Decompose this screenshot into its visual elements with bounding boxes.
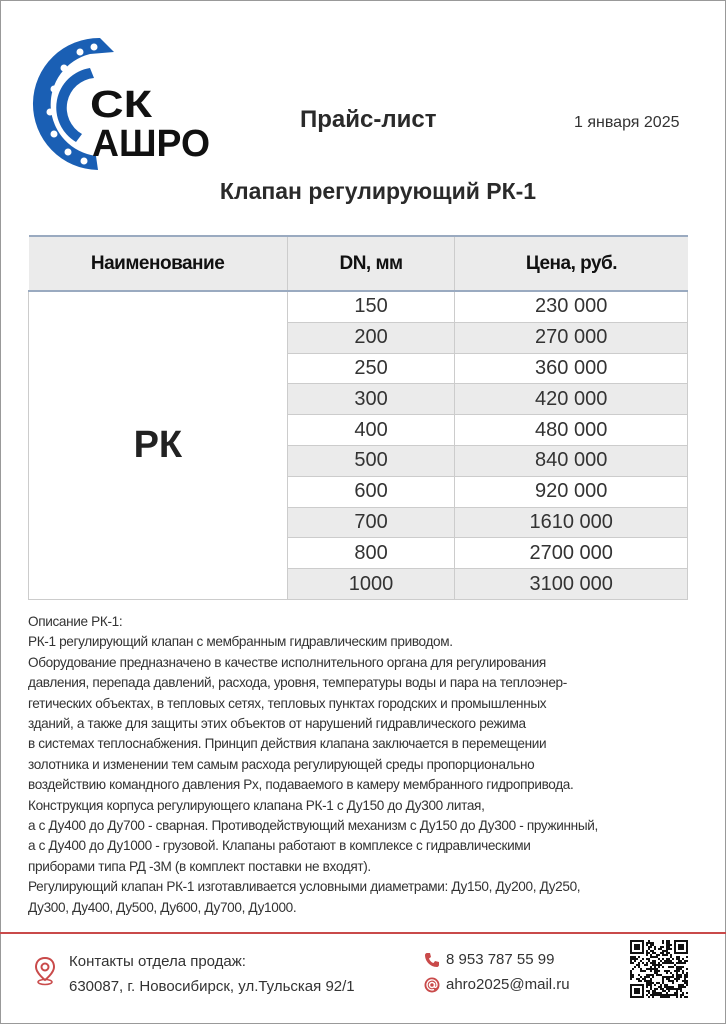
column-header-price: Цена, руб.	[454, 235, 688, 292]
dn-cell: 1000	[286, 568, 456, 600]
price-cell: 840 000	[454, 444, 688, 477]
table-row: 250 360 000	[29, 352, 688, 385]
table-row: РК 150 230 000	[28, 290, 688, 600]
dn-cell: 300	[286, 383, 456, 416]
dn-cell: 600	[286, 475, 456, 508]
column-header-dn: DN, мм	[286, 235, 455, 292]
location-pin-icon	[34, 956, 56, 986]
svg-text:АШРО: АШРО	[92, 123, 210, 165]
description-line: в системах теплоснабжения. Принцип дейст…	[28, 736, 547, 752]
description-line: приборами типа РД -3М (в комплект постав…	[28, 858, 371, 874]
address: 630087, г. Новосибирск, ул.Тульская 92/1	[69, 978, 355, 995]
table-row: 500 840 000	[29, 444, 688, 477]
price-cell: 1610 000	[454, 506, 688, 539]
email-icon	[424, 977, 440, 993]
dn-cell: 400	[286, 414, 456, 446]
description-line: гетических объектах, в тепловых сетях, т…	[28, 695, 547, 711]
description-line: Описание РК-1:	[28, 614, 123, 629]
description-line: давления, перепада давлений, расхода, ур…	[28, 675, 567, 691]
price-cell: 920 000	[454, 475, 688, 508]
dn-cell: 250	[286, 352, 456, 385]
price-cell: 360 000	[454, 352, 688, 385]
table-row: 800 2700 000	[29, 537, 688, 570]
description-line: воздействию командного давления Рх, пода…	[28, 777, 574, 793]
table-row: 300 420 000	[29, 383, 688, 416]
table-row: 600 920 000	[29, 475, 688, 508]
product-description: Описание РК-1: РК-1 регулирующий клапан с…	[28, 612, 598, 918]
email-address[interactable]: ahro2025@mail.ru	[446, 976, 570, 993]
dn-cell: 700	[286, 506, 456, 539]
dn-cell: 800	[286, 537, 456, 570]
svg-text:СК: СК	[90, 84, 153, 126]
table-row: 400 480 000	[29, 414, 688, 446]
description-line: РК-1 регулирующий клапан с мембранным ги…	[28, 634, 453, 650]
column-header-name: Наименование	[28, 235, 288, 292]
table-row: 1000 3100 000	[29, 568, 688, 600]
price-cell: 2700 000	[454, 537, 688, 570]
dn-cell: 200	[286, 321, 456, 354]
price-table: Наименование DN, мм Цена, руб. РК 150 230 …	[28, 235, 688, 600]
price-cell: 270 000	[454, 321, 688, 354]
description-line: Регулирующий клапан РК-1 изготавливается…	[28, 879, 581, 895]
qr-code[interactable]	[630, 940, 688, 998]
price-date: 1 января 2025	[574, 114, 680, 131]
page-title: Прайс-лист	[300, 106, 437, 133]
description-line: золотника и изменении тем самым расхода …	[28, 756, 535, 772]
description-line: а с Ду400 до Ду1000 - грузовой. Клапаны …	[28, 838, 531, 854]
company-logo: СК АШРО	[32, 37, 210, 170]
price-cell: 3100 000	[454, 568, 688, 600]
phone-icon	[425, 953, 439, 967]
description-line: Оборудование предназначено в качестве ис…	[28, 654, 546, 670]
price-cell: 230 000	[454, 290, 688, 323]
table-row: 700 1610 000	[29, 506, 688, 539]
description-line: а с Ду400 до Ду700 - сварная. Противодей…	[28, 818, 598, 834]
description-line: зданий, а также для защиты этих объектов…	[28, 716, 526, 732]
dn-cell: 150	[286, 290, 456, 323]
price-cell: 420 000	[454, 383, 688, 416]
footer-divider	[0, 932, 726, 934]
contacts-label: Контакты отдела продаж:	[69, 953, 246, 970]
price-cell: 480 000	[454, 414, 688, 446]
description-line: Ду300, Ду400, Ду500, Ду600, Ду700, Ду100…	[28, 899, 297, 915]
product-name-cell: РК	[28, 290, 288, 600]
description-line: Конструкция корпуса регулирующего клапан…	[28, 797, 485, 813]
dn-cell: 500	[286, 444, 456, 477]
product-title: Клапан регулирующий РК-1	[219, 178, 537, 204]
table-header-row: Наименование DN, мм Цена, руб.	[28, 235, 688, 292]
phone-number[interactable]: 8 953 787 55 99	[446, 951, 555, 968]
